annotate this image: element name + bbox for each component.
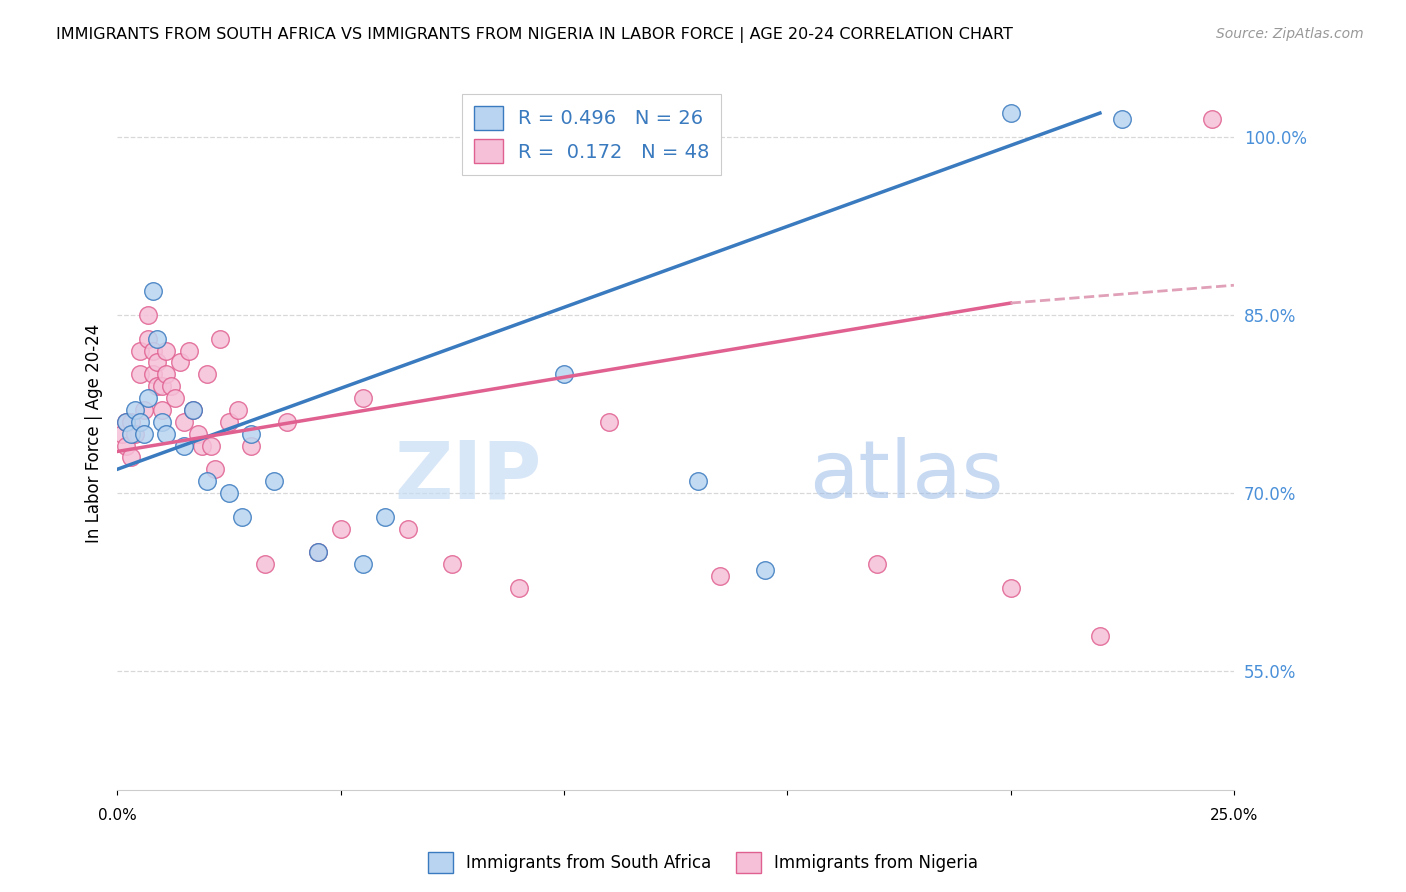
Point xyxy=(115,439,138,453)
Point xyxy=(138,391,160,405)
Point xyxy=(195,368,218,382)
Point xyxy=(146,355,169,369)
Point xyxy=(173,415,195,429)
Point xyxy=(142,284,165,298)
Point xyxy=(598,415,620,429)
Point xyxy=(307,545,329,559)
Point xyxy=(1088,629,1111,643)
Text: Source: ZipAtlas.com: Source: ZipAtlas.com xyxy=(1216,27,1364,41)
Point xyxy=(218,415,240,429)
Point xyxy=(155,343,177,358)
Point xyxy=(124,426,146,441)
Point xyxy=(1000,581,1022,595)
Point xyxy=(709,569,731,583)
Point xyxy=(128,415,150,429)
Point xyxy=(1000,106,1022,120)
Point xyxy=(165,391,187,405)
Point xyxy=(150,379,173,393)
Point xyxy=(226,403,249,417)
Point xyxy=(150,415,173,429)
Point xyxy=(276,415,298,429)
Text: ZIP: ZIP xyxy=(394,437,541,516)
Legend: Immigrants from South Africa, Immigrants from Nigeria: Immigrants from South Africa, Immigrants… xyxy=(420,846,986,880)
Point xyxy=(120,415,142,429)
Point xyxy=(132,403,155,417)
Point xyxy=(195,474,218,488)
Point xyxy=(128,343,150,358)
Point xyxy=(115,415,138,429)
Point xyxy=(120,426,142,441)
Point xyxy=(374,509,396,524)
Point xyxy=(138,308,160,322)
Point xyxy=(865,558,887,572)
Point xyxy=(169,355,191,369)
Point xyxy=(159,379,181,393)
Point xyxy=(115,415,138,429)
Point xyxy=(208,332,231,346)
Point xyxy=(253,558,276,572)
Point xyxy=(191,439,214,453)
Point xyxy=(231,509,253,524)
Point xyxy=(329,522,352,536)
Point xyxy=(263,474,285,488)
Point xyxy=(155,368,177,382)
Point xyxy=(146,332,169,346)
Point xyxy=(142,343,165,358)
Point xyxy=(1201,112,1223,126)
Point xyxy=(508,581,530,595)
Point xyxy=(1111,112,1133,126)
Point xyxy=(352,391,374,405)
Point xyxy=(396,522,419,536)
Point xyxy=(441,558,464,572)
Point xyxy=(177,343,200,358)
Point xyxy=(111,426,134,441)
Point xyxy=(204,462,226,476)
Point xyxy=(138,332,160,346)
Point xyxy=(240,426,263,441)
Point xyxy=(124,403,146,417)
Text: 0.0%: 0.0% xyxy=(98,808,136,823)
Point xyxy=(142,368,165,382)
Point xyxy=(352,558,374,572)
Point xyxy=(464,112,486,126)
Point xyxy=(155,426,177,441)
Point xyxy=(173,439,195,453)
Point xyxy=(218,486,240,500)
Point xyxy=(200,439,222,453)
Text: 25.0%: 25.0% xyxy=(1209,808,1258,823)
Point xyxy=(686,474,709,488)
Point xyxy=(553,368,575,382)
Point xyxy=(150,403,173,417)
Point xyxy=(181,403,204,417)
Point xyxy=(128,368,150,382)
Legend: R = 0.496   N = 26, R =  0.172   N = 48: R = 0.496 N = 26, R = 0.172 N = 48 xyxy=(463,95,721,175)
Point xyxy=(307,545,329,559)
Point xyxy=(187,426,209,441)
Point xyxy=(240,439,263,453)
Y-axis label: In Labor Force | Age 20-24: In Labor Force | Age 20-24 xyxy=(86,324,103,543)
Point xyxy=(132,426,155,441)
Point xyxy=(120,450,142,465)
Text: atlas: atlas xyxy=(810,437,1004,516)
Point xyxy=(754,563,776,577)
Point xyxy=(181,403,204,417)
Point xyxy=(146,379,169,393)
Text: IMMIGRANTS FROM SOUTH AFRICA VS IMMIGRANTS FROM NIGERIA IN LABOR FORCE | AGE 20-: IMMIGRANTS FROM SOUTH AFRICA VS IMMIGRAN… xyxy=(56,27,1014,43)
